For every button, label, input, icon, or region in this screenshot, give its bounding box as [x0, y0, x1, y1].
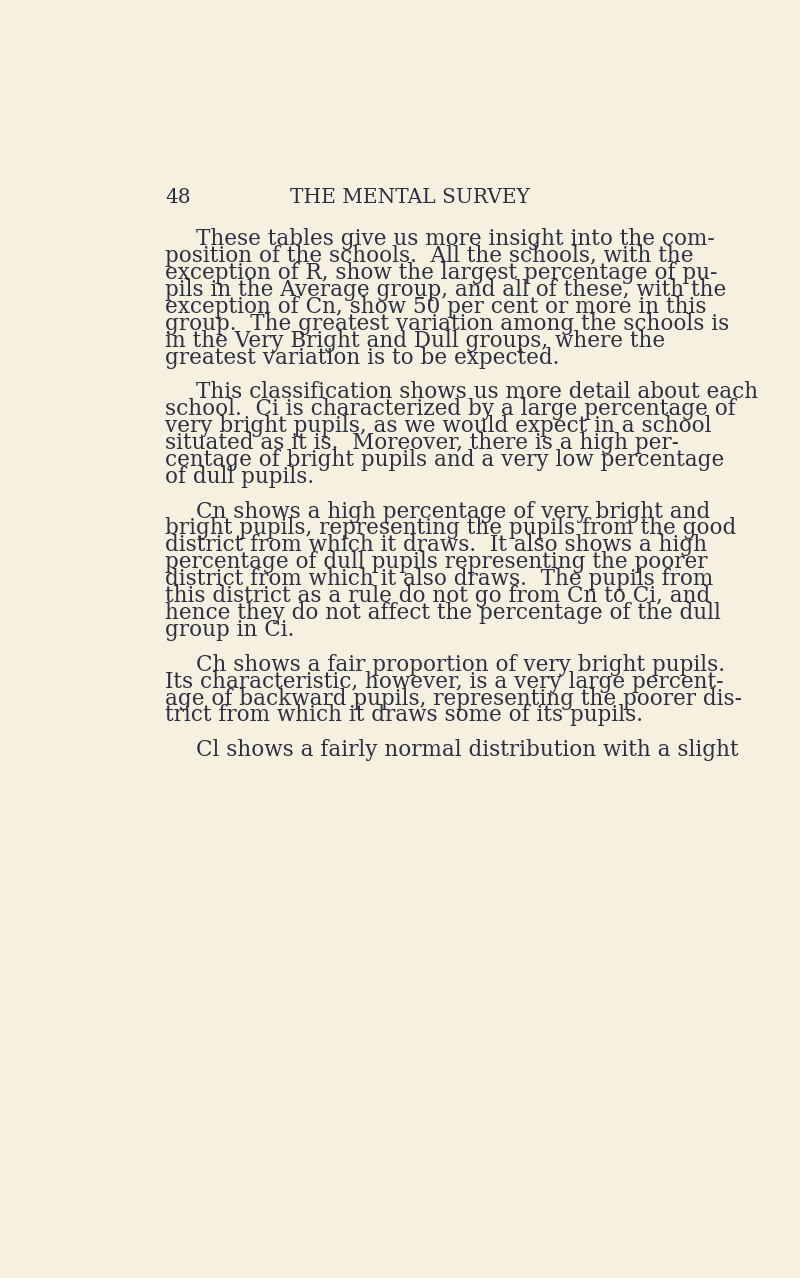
Text: district from which it draws.  It also shows a high: district from which it draws. It also sh…	[165, 534, 707, 556]
Text: percentage of dull pupils representing the poorer: percentage of dull pupils representing t…	[165, 551, 708, 574]
Text: this district as a rule do not go from Cn to Ci, and: this district as a rule do not go from C…	[165, 585, 710, 607]
Text: greatest variation is to be expected.: greatest variation is to be expected.	[165, 346, 559, 368]
Text: district from which it also draws.  The pupils from: district from which it also draws. The p…	[165, 569, 714, 590]
Text: situated as it is.  Moreover, there is a high per-: situated as it is. Moreover, there is a …	[165, 432, 679, 454]
Text: This classification shows us more detail about each: This classification shows us more detail…	[196, 381, 758, 404]
Text: Cl shows a fairly normal distribution with a slight: Cl shows a fairly normal distribution wi…	[196, 739, 738, 762]
Text: trict from which it draws some of its pupils.: trict from which it draws some of its pu…	[165, 704, 643, 726]
Text: school.  Ci is characterized by a large percentage of: school. Ci is characterized by a large p…	[165, 399, 736, 420]
Text: exception of R, show the largest percentage of pu-: exception of R, show the largest percent…	[165, 262, 718, 284]
Text: THE MENTAL SURVEY: THE MENTAL SURVEY	[290, 188, 530, 207]
Text: bright pupils, representing the pupils from the good: bright pupils, representing the pupils f…	[165, 518, 736, 539]
Text: Ch shows a fair proportion of very bright pupils.: Ch shows a fair proportion of very brigh…	[196, 653, 725, 676]
Text: 48: 48	[165, 188, 190, 207]
Text: Cn shows a high percentage of very bright and: Cn shows a high percentage of very brigh…	[196, 501, 710, 523]
Text: of dull pupils.: of dull pupils.	[165, 466, 314, 488]
Text: in the Very Bright and Dull groups, where the: in the Very Bright and Dull groups, wher…	[165, 330, 666, 351]
Text: very bright pupils, as we would expect in a school: very bright pupils, as we would expect i…	[165, 415, 712, 437]
Text: group in Ci.: group in Ci.	[165, 619, 294, 642]
Text: These tables give us more insight into the com-: These tables give us more insight into t…	[196, 229, 715, 250]
Text: pils in the Average group, and all of these, with the: pils in the Average group, and all of th…	[165, 279, 726, 300]
Text: Its characteristic, however, is a very large percent-: Its characteristic, however, is a very l…	[165, 671, 724, 693]
Text: position of the schools.  All the schools, with the: position of the schools. All the schools…	[165, 245, 694, 267]
Text: hence they do not affect the percentage of the dull: hence they do not affect the percentage …	[165, 602, 721, 624]
Text: centage of bright pupils and a very low percentage: centage of bright pupils and a very low …	[165, 449, 724, 472]
Text: exception of Cn, show 50 per cent or more in this: exception of Cn, show 50 per cent or mor…	[165, 295, 706, 318]
Text: age of backward pupils, representing the poorer dis-: age of backward pupils, representing the…	[165, 688, 742, 709]
Text: group.  The greatest variation among the schools is: group. The greatest variation among the …	[165, 313, 730, 335]
